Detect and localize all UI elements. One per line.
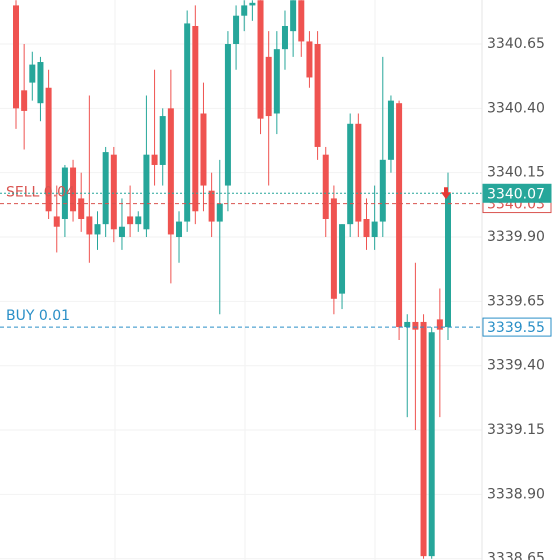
candle-body [102, 152, 109, 225]
candle-body [135, 216, 142, 225]
candle-body [224, 44, 231, 186]
candle-body [347, 123, 354, 225]
y-tick-label: 3340.15 [487, 165, 545, 181]
candle-body [13, 5, 19, 109]
candle-body [404, 321, 411, 328]
candle-body [94, 224, 101, 235]
candle-body [371, 221, 378, 238]
candle-body [70, 167, 77, 212]
current-price-value: 3340.07 [487, 186, 545, 202]
candle-body [249, 2, 256, 6]
candle-body [298, 0, 305, 42]
candle-body [314, 44, 321, 147]
candle-body [143, 154, 150, 230]
y-tick-label: 3340.65 [487, 36, 545, 52]
candle-body [45, 87, 52, 212]
candle-body [200, 113, 207, 186]
candle-body [290, 0, 297, 32]
candle-body [151, 154, 158, 165]
candle-body [412, 321, 419, 330]
y-tick-label: 3338.65 [487, 551, 545, 560]
candle-body [322, 154, 329, 220]
candle-body [184, 23, 191, 222]
candle-body [208, 190, 215, 222]
candle-body [273, 49, 280, 114]
y-tick-label: 3340.40 [487, 100, 545, 116]
candle-body [216, 203, 223, 222]
candle-body [281, 25, 288, 50]
current-price-box [482, 183, 552, 203]
candle-body [363, 219, 370, 238]
candle-body [265, 56, 272, 117]
candle-body [379, 159, 386, 222]
candle-body [233, 15, 240, 45]
candle-body [387, 100, 394, 160]
candle-body [396, 103, 403, 328]
candle-body [29, 64, 36, 83]
candle-body [167, 108, 174, 235]
y-tick-label: 3338.90 [487, 486, 545, 502]
candle-body [428, 332, 435, 557]
candle-body [159, 116, 166, 165]
y-tick-label: 3339.15 [487, 422, 545, 438]
candle-body [118, 226, 125, 238]
candle-body [192, 25, 199, 212]
candle-body [436, 319, 443, 330]
candle-body [86, 216, 93, 235]
price-line-label: BUY 0.01 [6, 308, 70, 324]
candle-body [78, 198, 85, 220]
candle-body [176, 221, 183, 238]
candle-body [420, 321, 427, 557]
candle-body [306, 41, 313, 78]
candle-body [257, 0, 264, 119]
candle-body [37, 62, 44, 104]
candle-body [127, 216, 134, 225]
price-line-value: 3339.55 [487, 320, 545, 336]
candle-body [53, 216, 60, 227]
candle-body [241, 5, 248, 16]
candle-body [339, 224, 346, 294]
candle-body [21, 90, 28, 111]
sell-arrow [441, 187, 451, 200]
candle-body [110, 154, 117, 230]
price-line-label: SELL 0.04 [6, 185, 75, 201]
price-line-box [482, 317, 552, 337]
candle-body [445, 193, 451, 328]
y-tick-label: 3339.65 [487, 293, 545, 309]
y-tick-label: 3339.40 [487, 358, 545, 374]
candle-body [330, 198, 337, 299]
y-tick-label: 3339.90 [487, 229, 545, 245]
candle-body [355, 123, 362, 222]
